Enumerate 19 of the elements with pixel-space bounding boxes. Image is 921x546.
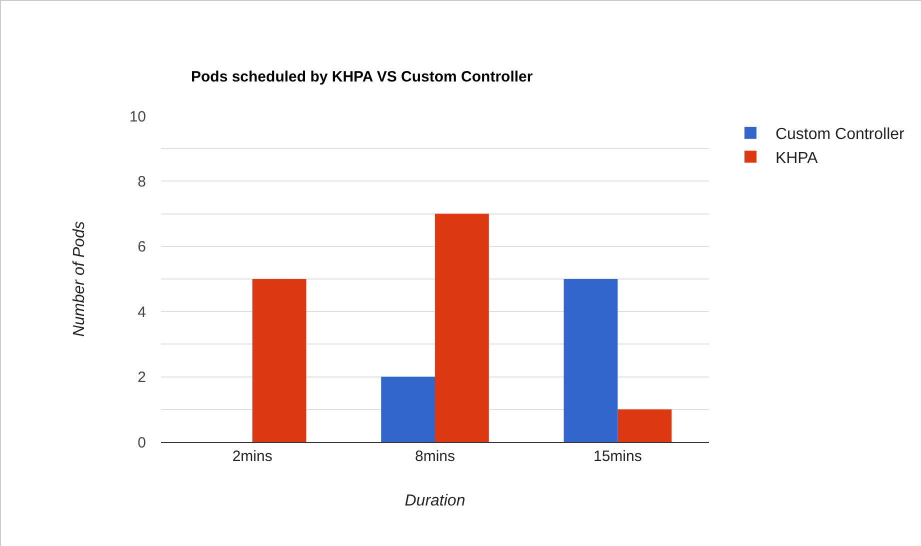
y-tick-label: 10 [129, 108, 146, 126]
y-tick-label: 4 [138, 304, 146, 321]
x-tick-label: 2mins [232, 448, 272, 465]
chart-title: Pods scheduled by KHPA VS Custom Controller [191, 68, 533, 86]
bar [564, 279, 618, 442]
y-tick-label: 2 [138, 369, 146, 386]
x-tick-label: 8mins [414, 448, 456, 465]
x-tick-label: 15mins [593, 448, 642, 465]
bar [252, 279, 306, 442]
bar [381, 376, 435, 442]
x-axis-title: Duration [404, 492, 466, 510]
bar [618, 409, 672, 442]
y-tick-label: 6 [138, 238, 146, 256]
y-axis-title: Number of Pods [71, 221, 88, 337]
legend-label: Custom Controller [775, 126, 906, 144]
bar [435, 214, 489, 442]
y-tick-label: 0 [138, 434, 146, 452]
legend-label: KHPA [775, 150, 818, 167]
y-tick-label: 8 [138, 173, 146, 190]
